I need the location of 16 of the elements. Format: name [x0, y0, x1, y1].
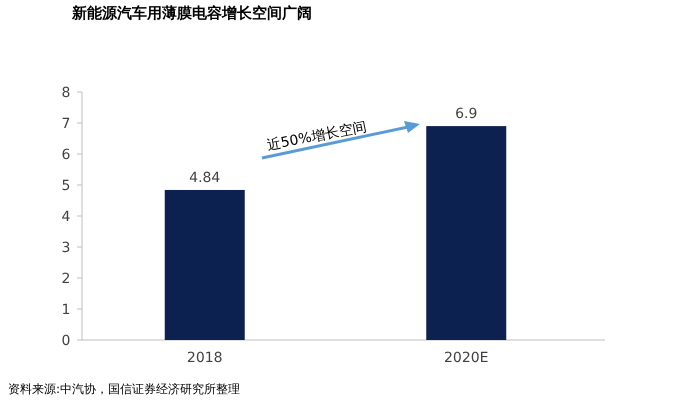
y-tick-label: 5	[62, 178, 70, 194]
y-tick-label: 2	[62, 271, 70, 287]
data-label: 4.84	[189, 170, 220, 186]
y-tick-label: 1	[62, 302, 70, 318]
y-tick-label: 3	[62, 240, 70, 256]
text: 资料来源:中汽协，国信证券经济研究所整理	[8, 382, 240, 396]
x-tick-label: 2018	[186, 350, 223, 366]
y-tick-label: 8	[62, 85, 70, 101]
chart-title: 新能源汽车用薄膜电容增长空间广阔	[71, 4, 312, 22]
y-tick-label: 6	[62, 147, 71, 163]
x-tick-label: 2020E	[444, 350, 488, 366]
y-tick-label: 4	[62, 209, 71, 225]
annotation: 近50%增长空间	[266, 118, 368, 154]
y-tick-label: 0	[62, 333, 70, 349]
data-label: 6.9	[455, 106, 478, 122]
y-tick-label: 7	[62, 116, 70, 132]
